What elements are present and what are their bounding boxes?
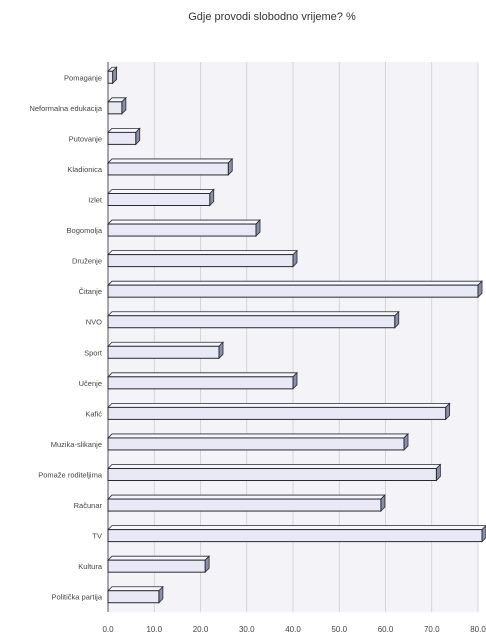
category-label: Pomaže roditeljima [38, 471, 103, 480]
bar-front-face [107, 590, 160, 604]
bar [107, 188, 215, 207]
bar-front-face [107, 437, 405, 451]
bar-top-face [107, 525, 486, 531]
category-label: NVO [86, 318, 102, 327]
bar-top-face [107, 250, 298, 256]
category-label: Muzika-slikanje [51, 440, 102, 449]
category-label: Druženje [72, 257, 102, 266]
bar [107, 310, 400, 329]
category-label: Kafić [85, 409, 102, 418]
bar-front-face [107, 315, 396, 329]
bar [107, 402, 451, 421]
x-tick-label: 60.0 [378, 625, 394, 634]
bar [107, 280, 483, 299]
bar-top-face [107, 341, 224, 347]
bar-front-face [107, 101, 123, 115]
bar-front-face [107, 284, 479, 298]
category-label: Kultura [78, 562, 103, 571]
bar [107, 525, 486, 543]
bar [107, 66, 118, 85]
bar-front-face [107, 162, 229, 176]
x-tick-label: 30.0 [239, 625, 255, 634]
bar-front-face [107, 376, 294, 390]
x-tick-label: 40.0 [285, 625, 301, 634]
bar-front-face [107, 559, 206, 573]
x-tick-label: 0.0 [102, 625, 114, 634]
category-label: Izlet [88, 196, 103, 205]
x-tick-label: 70.0 [424, 625, 440, 634]
bar [107, 555, 211, 574]
bar [107, 463, 442, 482]
bar-front-face [107, 131, 137, 145]
bar [107, 371, 298, 390]
bar [107, 96, 127, 115]
bar-top-face [107, 372, 298, 378]
bar-front-face [107, 345, 220, 359]
category-label: Kladionica [67, 165, 102, 174]
x-tick-label: 10.0 [146, 625, 162, 634]
bar-top-face [107, 219, 261, 225]
bar-top-face [107, 464, 442, 469]
bar-top-face [107, 555, 211, 561]
bar-top-face [107, 494, 386, 500]
x-axis-ticks: 0.0 10.0 20.0 30.0 40.0 50.0 60.0 70.0 80.0 [102, 625, 486, 634]
category-label: Sport [84, 348, 103, 357]
category-label: Učenje [79, 379, 102, 388]
bar [107, 249, 298, 268]
x-tick-label: 20.0 [193, 625, 209, 634]
category-label: Pomaganje [64, 73, 102, 82]
bar-front-face [107, 223, 257, 237]
category-label: TV [92, 532, 102, 541]
bar-front-face [107, 406, 447, 420]
bar-front-face [107, 254, 294, 268]
x-tick-label: 80.0 [470, 625, 486, 634]
bar-top-face [107, 280, 483, 286]
bar [107, 219, 261, 238]
gridlines [107, 62, 479, 612]
category-label: Bogomolja [67, 226, 103, 235]
bar [107, 127, 141, 146]
category-labels: Pomaganje Neformalna edukacija Putovanje Kl… [29, 73, 102, 601]
category-label: Putovanje [69, 134, 102, 143]
bar-front-face [107, 468, 437, 481]
bar-top-face [107, 189, 215, 194]
bar [107, 157, 234, 176]
bar-top-face [107, 158, 234, 164]
bar-top-face [107, 311, 400, 317]
category-label: Čitanje [79, 287, 102, 296]
bar-front-face [107, 498, 382, 512]
category-label: Računar [74, 501, 103, 510]
bar-front-face [107, 193, 211, 206]
chart-title: Gdje provodi slobodno vrijeme? % [188, 11, 356, 23]
category-label: Politička partija [52, 593, 103, 602]
bar [107, 494, 386, 513]
bar-top-face [107, 586, 164, 592]
bar [107, 585, 164, 604]
bar-top-face [107, 433, 409, 439]
bars [107, 66, 486, 604]
bar-top-face [107, 127, 141, 133]
bar-front-face [107, 529, 483, 543]
x-tick-label: 50.0 [331, 625, 347, 634]
bar [107, 432, 409, 451]
bar [107, 341, 224, 360]
category-label: Neformalna edukacija [29, 104, 102, 113]
bar-front-face [107, 70, 114, 84]
bar-top-face [107, 402, 451, 408]
